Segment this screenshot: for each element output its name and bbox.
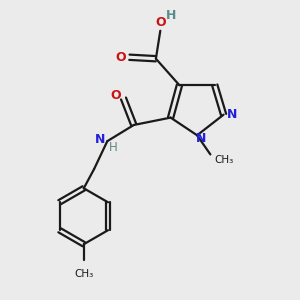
Text: N: N: [196, 132, 207, 145]
Text: O: O: [116, 51, 127, 64]
Text: N: N: [227, 108, 237, 121]
Text: CH₃: CH₃: [74, 269, 93, 279]
Text: H: H: [166, 9, 177, 22]
Text: CH₃: CH₃: [215, 155, 234, 165]
Text: N: N: [95, 133, 105, 146]
Text: H: H: [109, 141, 118, 154]
Text: O: O: [155, 16, 166, 29]
Text: O: O: [111, 89, 122, 102]
